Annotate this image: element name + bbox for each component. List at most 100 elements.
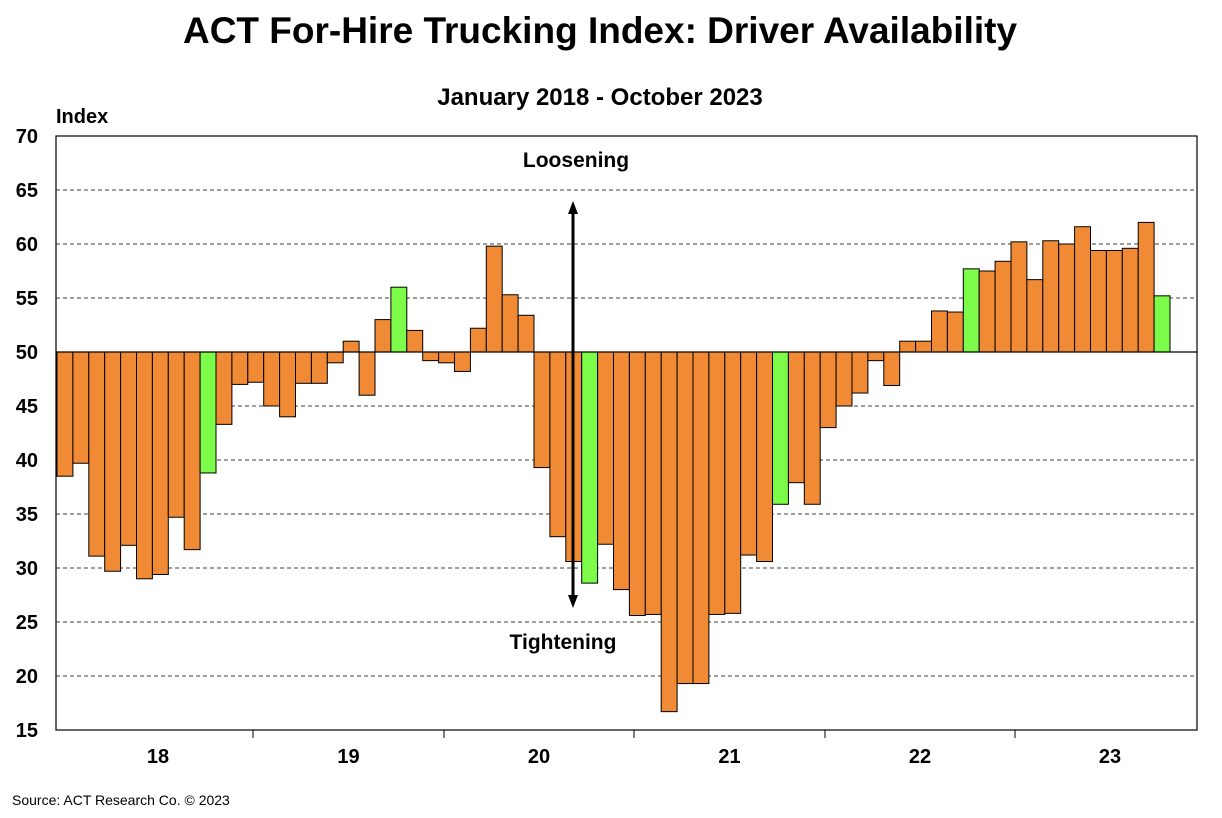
y-tick-label-55: 55	[16, 288, 38, 310]
bar	[883, 351, 901, 386]
chart-subtitle: January 2018 - October 2023	[437, 84, 763, 111]
bar	[772, 351, 789, 505]
bar	[931, 310, 948, 353]
bar	[501, 294, 519, 353]
bar	[1010, 241, 1028, 353]
bar	[1105, 249, 1123, 353]
bar	[978, 270, 996, 353]
bar	[1026, 279, 1044, 353]
bar	[199, 351, 217, 474]
bar	[708, 351, 726, 615]
bar	[628, 351, 646, 617]
bar	[1153, 295, 1171, 353]
arrow-head-up	[568, 201, 578, 214]
bar	[151, 351, 169, 575]
arrow-head-down	[568, 595, 578, 608]
x-axis: 18 19 20 21 22 23	[147, 730, 1121, 768]
bar	[692, 351, 710, 685]
bar-chart: Index 15 20 25 30 35 40 45 50 55 60 65 70 18 19 20 21 2…	[16, 106, 1198, 768]
bar	[644, 351, 662, 615]
bar	[613, 351, 630, 591]
bar	[1090, 249, 1107, 353]
bar	[120, 351, 137, 546]
x-tick-label-19: 19	[337, 746, 359, 768]
bar	[1074, 226, 1091, 353]
y-tick-label-15: 15	[16, 720, 38, 742]
bar	[342, 340, 360, 353]
y-axis: 15 20 25 30 35 40 45 50 55 60 65 70	[16, 126, 38, 742]
bar	[740, 351, 758, 556]
bar	[867, 351, 885, 362]
bar	[279, 351, 297, 418]
bar	[787, 351, 805, 484]
bar	[1058, 243, 1076, 353]
bar	[136, 351, 153, 580]
bar	[1121, 247, 1139, 353]
bar	[581, 351, 599, 584]
bar	[756, 351, 773, 563]
bar	[422, 351, 440, 362]
bar	[915, 340, 932, 353]
y-tick-label-50: 50	[16, 342, 38, 364]
loosening-tightening-arrow	[568, 201, 578, 608]
source-note: Source: ACT Research Co. © 2023	[12, 792, 230, 808]
y-tick-label-25: 25	[16, 612, 38, 634]
annotation-loosening: Loosening	[523, 149, 629, 172]
bar	[533, 351, 551, 469]
y-axis-label: Index	[56, 106, 108, 128]
bar	[851, 351, 869, 394]
bar	[358, 351, 376, 396]
bar	[72, 351, 90, 464]
chart-title: ACT For-Hire Trucking Index: Driver Avai…	[182, 10, 1018, 51]
bar	[56, 351, 74, 477]
bar	[295, 351, 312, 384]
bar	[962, 268, 980, 353]
bar	[104, 351, 122, 572]
bar	[946, 311, 964, 353]
bar	[183, 351, 201, 551]
x-tick-label-21: 21	[718, 746, 740, 768]
bar	[819, 351, 837, 429]
plot-frame	[55, 135, 1198, 731]
bar	[247, 351, 265, 383]
bar	[310, 351, 328, 384]
bar	[724, 351, 742, 614]
annotation-tightening: Tightening	[510, 631, 617, 654]
bar	[406, 329, 424, 353]
bar	[167, 351, 185, 518]
bar	[326, 351, 344, 364]
bar	[835, 351, 853, 407]
bar	[517, 314, 535, 353]
bar	[1042, 240, 1060, 353]
bar	[597, 351, 614, 545]
bar	[660, 351, 678, 713]
bar	[374, 319, 392, 353]
bar	[899, 340, 917, 353]
x-tick-label-18: 18	[147, 746, 169, 768]
bar	[438, 351, 456, 364]
bar	[215, 351, 233, 425]
y-tick-label-30: 30	[16, 558, 38, 580]
y-tick-label-45: 45	[16, 396, 38, 418]
bar	[994, 260, 1012, 353]
bar	[1137, 221, 1155, 353]
x-tick-label-20: 20	[528, 746, 550, 768]
bar	[485, 245, 503, 353]
y-tick-label-65: 65	[16, 180, 38, 202]
bar	[454, 351, 471, 372]
bar	[549, 351, 567, 538]
y-tick-label-20: 20	[16, 666, 38, 688]
x-tick-label-23: 23	[1099, 746, 1121, 768]
y-tick-label-60: 60	[16, 234, 38, 256]
y-tick-label-40: 40	[16, 450, 38, 472]
bar	[676, 351, 694, 685]
bar	[88, 351, 106, 557]
bar	[469, 327, 487, 353]
y-tick-label-70: 70	[16, 126, 38, 148]
y-tick-label-35: 35	[16, 504, 38, 526]
bar	[231, 351, 249, 385]
bar	[263, 351, 281, 407]
x-tick-label-22: 22	[909, 746, 931, 768]
bar	[390, 286, 408, 353]
bar	[803, 351, 821, 505]
